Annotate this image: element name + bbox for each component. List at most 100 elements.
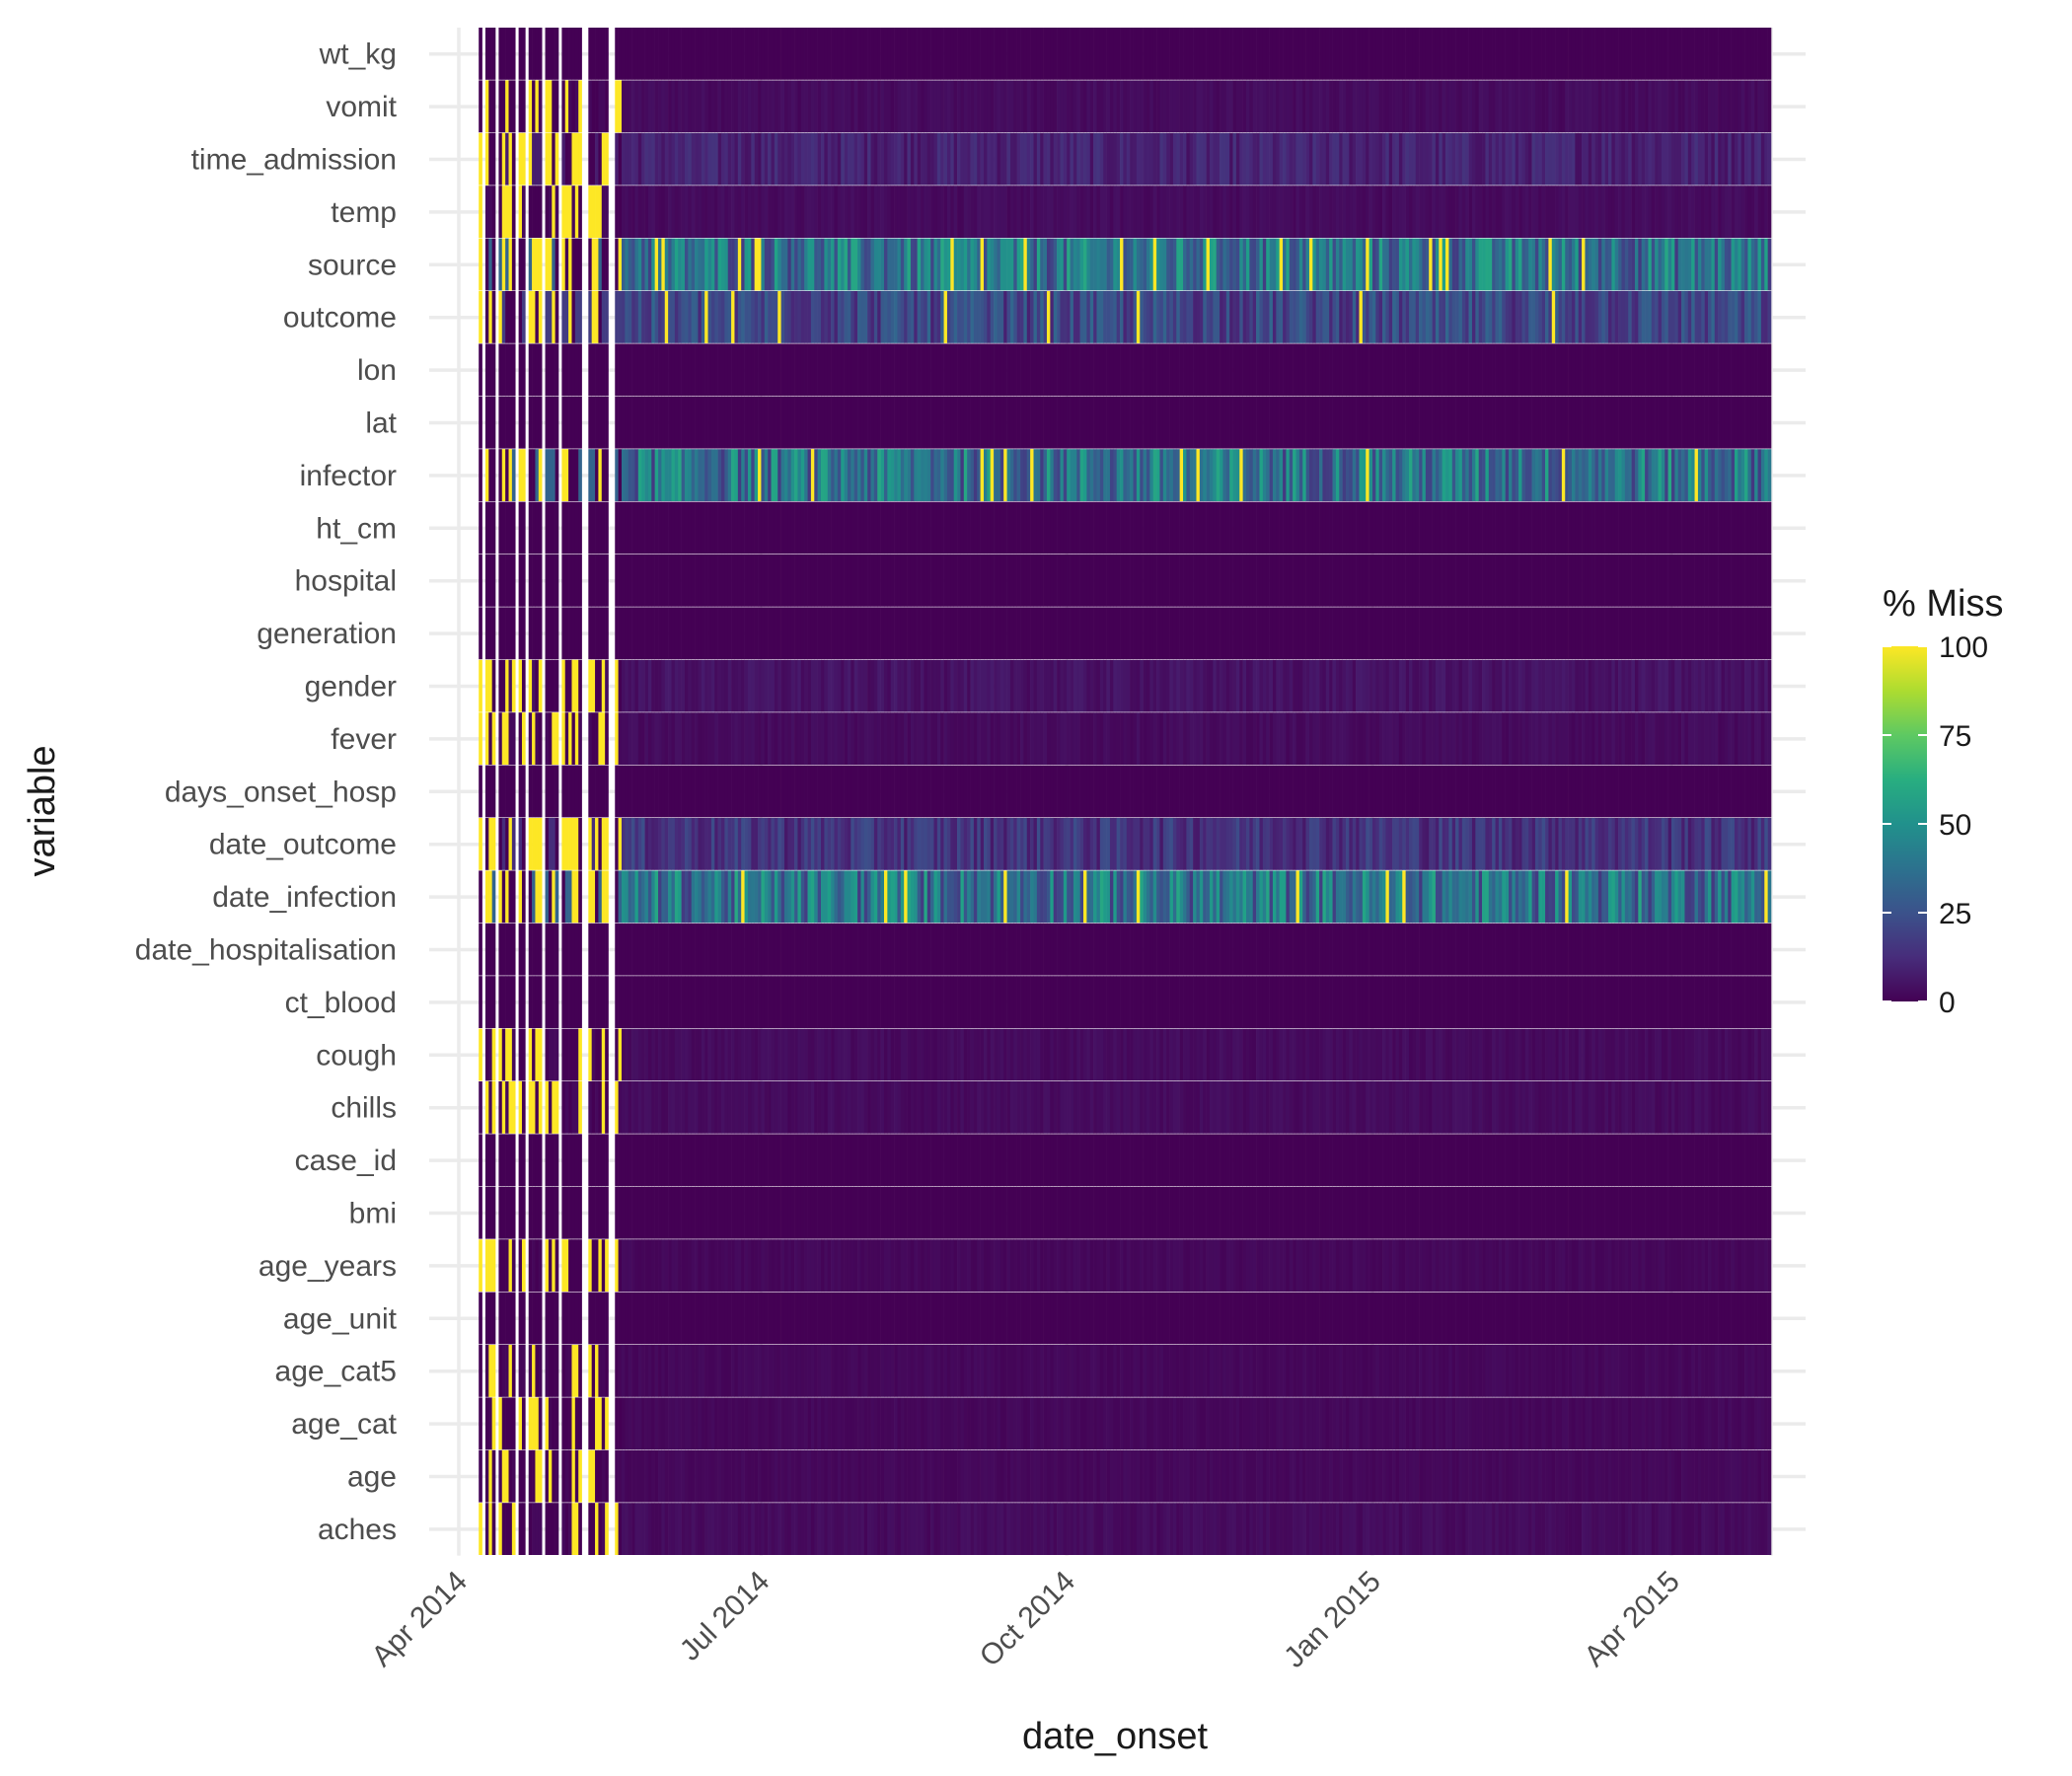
- heatmap-cell: [1013, 501, 1017, 555]
- heatmap-cell: [1398, 396, 1403, 449]
- heatmap-cell: [747, 396, 752, 449]
- heatmap-cell: [924, 501, 928, 555]
- heatmap-cell: [1169, 501, 1174, 555]
- heatmap-cell: [857, 607, 861, 660]
- heatmap-cell: [1003, 607, 1007, 660]
- heatmap-cell: [797, 501, 802, 555]
- heatmap-cell: [1718, 28, 1722, 80]
- heatmap-cell: [1189, 607, 1194, 660]
- heatmap-cell: [1203, 238, 1207, 291]
- heatmap-cell: [1043, 555, 1048, 607]
- heatmap-cell: [1548, 80, 1553, 133]
- heatmap-cell: [1754, 449, 1758, 501]
- heatmap-cell: [1558, 555, 1563, 607]
- heatmap-cell: [671, 607, 676, 660]
- heatmap-cell: [1608, 607, 1612, 660]
- heatmap-cell: [768, 659, 772, 712]
- heatmap-cell: [1398, 185, 1403, 238]
- heatmap-cell: [578, 185, 582, 238]
- heatmap-cell: [1392, 238, 1396, 291]
- heatmap-cell: [924, 343, 928, 397]
- heatmap-cell: [857, 501, 861, 555]
- heatmap-cell: [552, 185, 555, 238]
- heatmap-cell: [1604, 238, 1609, 291]
- heatmap-cell: [1468, 501, 1473, 555]
- heatmap-cell: [1136, 185, 1141, 238]
- heatmap-cell: [628, 291, 632, 343]
- heatmap-cell: [1468, 132, 1473, 185]
- heatmap-cell: [1591, 555, 1595, 607]
- heatmap-cell: [1754, 132, 1758, 185]
- heatmap-cell: [936, 132, 941, 185]
- heatmap-cell: [894, 238, 898, 291]
- heatmap-cell: [501, 238, 506, 291]
- heatmap-cell: [1225, 343, 1230, 397]
- heatmap-cell: [1638, 501, 1642, 555]
- heatmap-cell: [1551, 132, 1556, 185]
- heatmap-cell: [1096, 343, 1101, 397]
- heatmap-cell: [1322, 555, 1327, 607]
- heatmap-cell: [1216, 555, 1221, 607]
- heatmap-cell: [1548, 185, 1553, 238]
- heatmap-cell: [1757, 555, 1762, 607]
- heatmap-cell: [1509, 238, 1513, 291]
- heatmap-cell: [1738, 659, 1741, 712]
- heatmap-cell: [883, 396, 888, 449]
- heatmap-cell: [1512, 659, 1517, 712]
- heatmap-cell: [797, 291, 802, 343]
- heatmap-cell: [1645, 659, 1649, 712]
- heatmap-cell: [1571, 501, 1576, 555]
- heatmap-cell: [1305, 185, 1310, 238]
- heatmap-cell: [1684, 607, 1689, 660]
- heatmap-cell: [688, 343, 692, 397]
- heatmap-cell: [867, 449, 871, 501]
- heatmap-cell: [1346, 607, 1350, 660]
- heatmap-cell: [930, 396, 934, 449]
- heatmap-cell: [754, 449, 759, 501]
- heatmap-cell: [1371, 185, 1376, 238]
- heatmap-cell: [1704, 343, 1709, 397]
- heatmap-cell: [647, 291, 652, 343]
- heatmap-cell: [1262, 555, 1267, 607]
- heatmap-cell: [1179, 501, 1184, 555]
- heatmap-cell: [1618, 659, 1622, 712]
- heatmap-cell: [1235, 238, 1240, 291]
- heatmap-cell: [780, 501, 785, 555]
- heatmap-cell: [894, 80, 898, 133]
- heatmap-cell: [1369, 396, 1373, 449]
- heatmap-cell: [574, 555, 579, 607]
- heatmap-cell: [1515, 185, 1519, 238]
- heatmap-cell: [538, 80, 543, 133]
- heatmap-cell: [1655, 28, 1659, 80]
- heatmap-cell: [1674, 238, 1679, 291]
- heatmap-cell: [1166, 555, 1170, 607]
- heatmap-cell: [1728, 238, 1732, 291]
- heatmap-cell: [834, 396, 839, 449]
- heatmap-cell: [780, 396, 785, 449]
- heatmap-cell: [1120, 343, 1124, 397]
- heatmap-cell: [561, 185, 566, 238]
- heatmap-cell: [1658, 185, 1663, 238]
- heatmap-cell: [727, 291, 732, 343]
- heatmap-cell: [1036, 555, 1041, 607]
- heatmap-cell: [1731, 132, 1736, 185]
- heatmap-cell: [917, 555, 922, 607]
- heatmap-cell: [1305, 28, 1310, 80]
- heatmap-cell: [800, 343, 805, 397]
- heatmap-cell: [721, 607, 725, 660]
- heatmap-cell: [625, 449, 629, 501]
- heatmap-cell: [1561, 80, 1566, 133]
- heatmap-cell: [1465, 555, 1469, 607]
- heatmap-cell: [754, 238, 759, 291]
- heatmap-cell: [1757, 28, 1762, 80]
- heatmap-cell: [1618, 132, 1622, 185]
- heatmap-cell: [538, 396, 543, 449]
- heatmap-cell: [904, 132, 908, 185]
- heatmap-cell: [844, 555, 849, 607]
- heatmap-cell: [1398, 449, 1403, 501]
- heatmap-cell: [661, 80, 666, 133]
- heatmap-cell: [1289, 28, 1294, 80]
- heatmap-cell: [1764, 28, 1768, 80]
- heatmap-row-time_admission: [479, 132, 1772, 185]
- heatmap-cell: [1079, 238, 1084, 291]
